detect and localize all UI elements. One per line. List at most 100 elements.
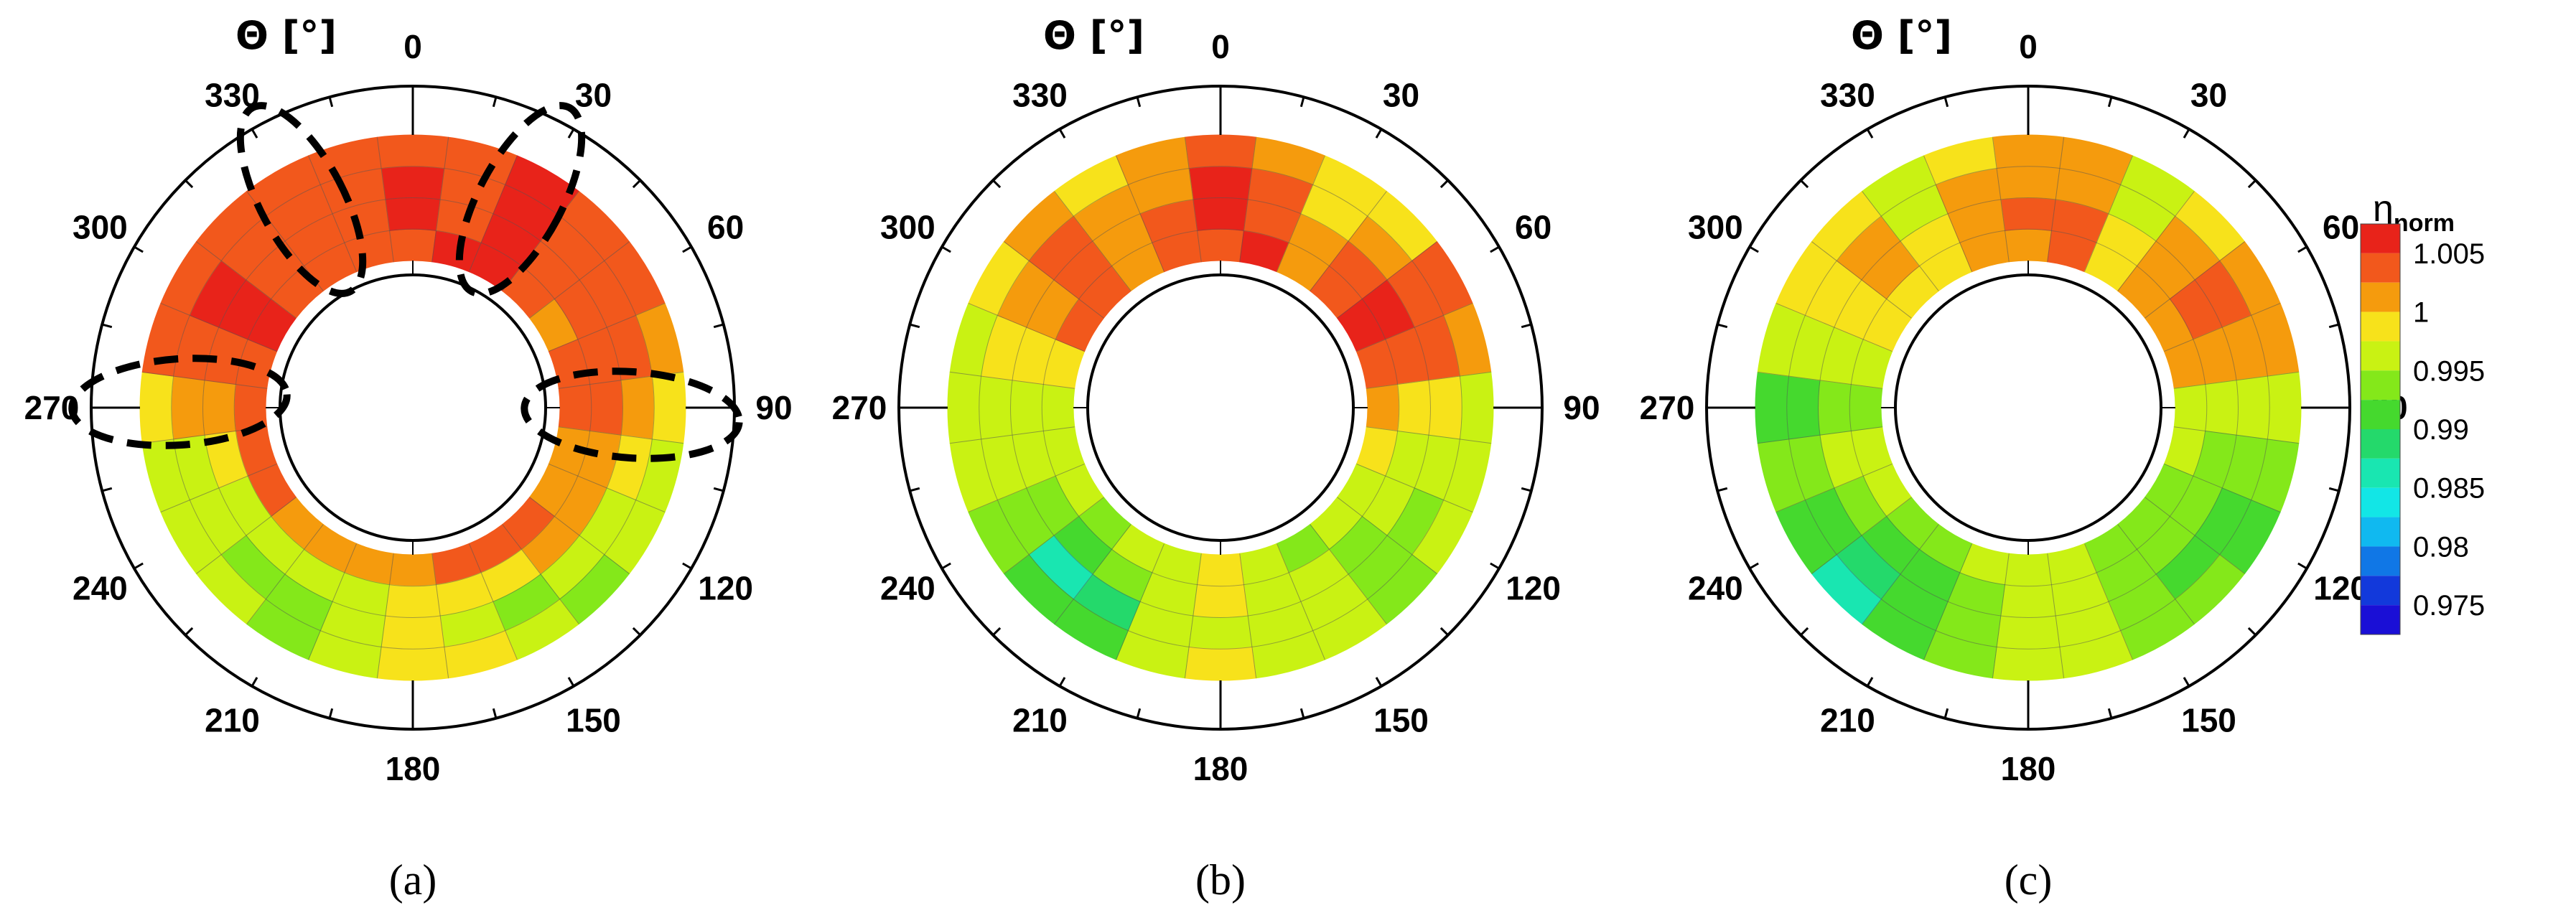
outer-ring — [1705, 85, 2351, 731]
inner-hub — [279, 273, 547, 542]
ring-tick — [1439, 179, 1449, 189]
angle-tick-label: 180 — [2001, 750, 2056, 787]
colorbar-tick-label: 0.995 — [2413, 355, 2485, 387]
contour-cell — [1009, 380, 1044, 436]
radial-grid — [950, 137, 1491, 678]
ring-tick — [1375, 677, 1383, 687]
polar-frame — [90, 85, 736, 731]
contour-cell — [1184, 646, 1257, 681]
contour-cell — [1193, 584, 1249, 619]
contour-cell — [1428, 375, 1462, 440]
ring-tick — [2183, 677, 2190, 687]
contour-cell — [1188, 615, 1253, 650]
grid-ring — [1818, 197, 2239, 618]
colorbar-tick-label: 1 — [2413, 297, 2429, 329]
contour-cell — [1196, 553, 1245, 587]
contour-cell — [376, 134, 449, 169]
angle-tick-label: 150 — [566, 702, 621, 739]
colorbar-swatch — [2361, 458, 2400, 488]
grid-ring — [233, 228, 592, 587]
ring-tick — [134, 245, 144, 253]
ring-tick — [713, 323, 724, 329]
angle-tick-label: 0 — [2019, 28, 2038, 65]
angle-tick-label: 270 — [1640, 389, 1695, 426]
ring-tick — [941, 562, 951, 570]
ring-tick — [941, 245, 951, 253]
ring-tick — [251, 128, 258, 139]
ring-tick — [682, 245, 692, 253]
contour-cell — [558, 383, 592, 432]
angle-tick-label: 330 — [1012, 76, 1068, 113]
ring-tick — [1800, 179, 1809, 189]
contour-cell — [651, 371, 686, 444]
contour-cells — [947, 134, 1494, 681]
angle-tick-label: 30 — [2190, 76, 2227, 113]
contour-cell — [388, 553, 437, 587]
colorbar-swatch — [2361, 517, 2400, 547]
contour-cell — [1992, 134, 2065, 169]
contour-cell — [1755, 371, 1790, 444]
grid-ring — [1786, 166, 2270, 650]
ring-tick — [1943, 96, 1949, 108]
theta-axis-title: Θ [°] — [1851, 13, 1952, 58]
ring-tick — [2107, 96, 2113, 108]
contour-cell — [385, 584, 441, 619]
colorbar-swatch — [2361, 400, 2400, 429]
contour-cell — [1817, 380, 1852, 436]
angle-tick-label: 240 — [73, 570, 128, 607]
annotation-ellipses — [68, 102, 743, 462]
ring-tick — [1749, 562, 1759, 570]
theta-axis-title: Θ [°] — [1043, 13, 1144, 58]
angle-tick-label: 210 — [205, 702, 260, 739]
angle-tick-label: 60 — [2323, 209, 2359, 246]
ring-tick — [2328, 487, 2340, 492]
contour-cell — [1996, 166, 2061, 200]
ring-tick — [1058, 677, 1066, 687]
grid-ring — [1849, 228, 2208, 587]
colorbar: ηnorm 1.005 1 0.995 0.99 0.985 0.98 0.975 — [2360, 188, 2485, 635]
contour-cell — [1041, 383, 1075, 432]
colorbar-swatch — [2361, 546, 2400, 576]
contour-cell — [1992, 646, 2065, 681]
ring-tick — [567, 128, 575, 139]
ring-tick — [992, 179, 1002, 189]
dashed-ellipse — [68, 355, 291, 449]
inner-hub — [1086, 273, 1355, 542]
ring-tick — [1439, 627, 1449, 636]
ring-tick — [1375, 128, 1383, 139]
contour-cells — [1755, 134, 2302, 681]
contour-cell — [171, 375, 205, 440]
ring-tick — [1943, 708, 1949, 719]
colorbar-swatch — [2361, 311, 2400, 342]
colorbar-swatch — [2361, 224, 2400, 253]
ring-tick — [2297, 245, 2307, 253]
ring-tick — [185, 179, 194, 189]
grid-ring — [1041, 228, 1400, 587]
polar-frame — [897, 85, 1544, 731]
angle-tick-label: 210 — [1820, 702, 1875, 739]
ring-tick — [632, 179, 641, 189]
angle-tick-label: 0 — [1211, 28, 1230, 65]
contour-cell — [1397, 380, 1432, 436]
contour-cell — [1184, 134, 1257, 169]
angle-tick-label: 180 — [386, 750, 441, 787]
inner-hub — [1894, 273, 2162, 542]
contour-cell — [376, 646, 449, 681]
ring-tick — [682, 562, 692, 570]
ring-tick — [2183, 128, 2190, 139]
contour-cell — [2000, 584, 2056, 619]
angle-tick-label: 210 — [1012, 702, 1068, 739]
contour-cell — [2205, 380, 2239, 436]
angle-tick-label: 90 — [755, 389, 792, 426]
angle-tick-label: 60 — [1515, 209, 1551, 246]
dashed-ellipse — [236, 102, 367, 297]
colorbar-swatch — [2361, 282, 2400, 312]
angle-tick-label: 0 — [403, 28, 422, 65]
ring-tick — [1521, 487, 1532, 492]
ring-tick — [185, 627, 194, 636]
contour-cell — [2267, 371, 2302, 444]
